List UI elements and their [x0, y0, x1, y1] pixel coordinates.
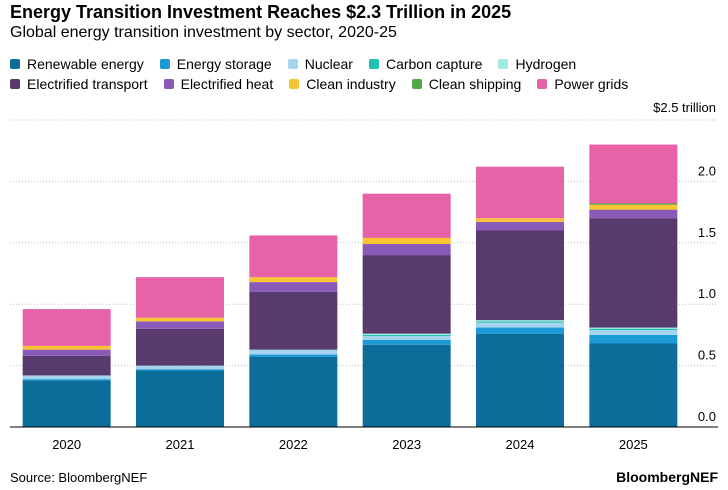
legend-item-carbon-capture: Carbon capture — [368, 55, 483, 73]
bar-segment-energy-storage — [476, 327, 564, 334]
bar-segment-electrified-transport — [362, 255, 451, 334]
bar-segment-electrified-heat — [136, 321, 224, 329]
bar-segment-renewable-energy — [136, 370, 224, 427]
brand-logo: BloombergNEF — [616, 469, 718, 485]
legend-row: Electrified transport Electrified heat Cle… — [10, 75, 720, 93]
x-tick-label: 2021 — [166, 437, 195, 452]
bar-segment-hydrogen — [362, 333, 451, 335]
legend-swatch — [537, 79, 548, 89]
legend-item-clean-shipping: Clean shipping — [411, 75, 522, 93]
legend-label: Clean shipping — [428, 76, 522, 92]
bar-segment-carbon-capture — [589, 328, 678, 330]
bar-segment-energy-storage — [362, 339, 451, 345]
legend-label: Electrified heat — [180, 76, 274, 92]
legend-item-energy-storage: Energy storage — [159, 55, 272, 73]
bar-segment-electrified-transport — [249, 291, 338, 350]
bar-segment-nuclear — [249, 349, 338, 355]
bar-segment-nuclear — [476, 322, 564, 328]
bar-segment-nuclear — [136, 365, 224, 370]
bar-segment-renewable-energy — [362, 344, 451, 427]
legend-label: Carbon capture — [385, 56, 483, 72]
source-note: Source: BloombergNEF — [10, 470, 148, 485]
legend-item-hydrogen: Hydrogen — [498, 55, 576, 73]
chart-subtitle: Global energy transition investment by s… — [10, 24, 397, 41]
bar-segment-nuclear — [589, 329, 678, 335]
bar-segment-clean-industry — [476, 218, 564, 222]
bar-segment-carbon-capture — [476, 321, 564, 323]
y-tick-label: 1.0 — [698, 286, 716, 301]
legend-label: Renewable energy — [27, 56, 144, 72]
bar-segment-clean-industry — [136, 317, 224, 322]
bar-segment-electrified-transport — [476, 230, 564, 321]
bar-segment-clean-industry — [589, 204, 678, 210]
bar-segment-clean-shipping — [589, 203, 678, 205]
bar-segment-electrified-heat — [22, 349, 111, 356]
bar-segment-electrified-heat — [249, 282, 338, 292]
bar-segment-electrified-heat — [589, 209, 678, 219]
bar-segment-power-grids — [136, 277, 224, 318]
x-tick-label: 2024 — [506, 437, 535, 452]
y-tick-label: 2.0 — [698, 163, 716, 178]
bar-segment-renewable-energy — [589, 343, 678, 427]
bar-segment-power-grids — [589, 144, 678, 204]
legend-label: Hydrogen — [515, 56, 577, 72]
bar-segment-hydrogen — [589, 327, 678, 329]
bar-segment-electrified-transport — [589, 218, 678, 328]
legend-label: Power grids — [554, 76, 629, 92]
y-axis-unit-label: $2.5 trillion — [653, 100, 716, 115]
stacked-bar-chart: 0.0 0.5 1.0 1.5 2.0 $2.5 trillion 2020 2021 2022… — [10, 100, 718, 452]
legend-label: Nuclear — [304, 56, 353, 72]
bar-segment-nuclear — [22, 375, 111, 380]
legend-label: Electrified transport — [27, 76, 148, 92]
legend: Renewable energy Energy storage Nuclear Car… — [10, 55, 720, 95]
legend-item-nuclear: Nuclear — [287, 55, 353, 73]
y-tick-label: 0.0 — [698, 409, 716, 424]
legend-swatch — [287, 59, 298, 69]
legend-item-clean-industry: Clean industry — [289, 75, 396, 93]
bar-segment-electrified-heat — [362, 244, 451, 256]
bar-segment-clean-industry — [249, 277, 338, 283]
bar-segment-energy-storage — [589, 334, 678, 344]
legend-swatch — [411, 79, 422, 89]
bar-segment-power-grids — [22, 309, 111, 346]
legend-label: Energy storage — [176, 56, 272, 72]
legend-row: Renewable energy Energy storage Nuclear Car… — [10, 55, 720, 73]
x-tick-label: 2020 — [52, 437, 81, 452]
bar-segment-energy-storage — [249, 354, 338, 358]
x-tick-label: 2025 — [619, 437, 648, 452]
legend-swatch — [10, 79, 20, 89]
bar-segment-electrified-transport — [136, 328, 224, 366]
bar-segment-hydrogen — [476, 320, 564, 322]
legend-swatch — [10, 59, 20, 69]
bar-segment-electrified-transport — [22, 355, 111, 376]
bar-segment-energy-storage — [136, 369, 224, 371]
y-tick-label: 1.5 — [698, 225, 716, 240]
legend-item-electrified-transport: Electrified transport — [10, 75, 148, 93]
legend-item-renewable-energy: Renewable energy — [10, 55, 144, 73]
legend-swatch — [368, 59, 379, 69]
bar-segment-nuclear — [362, 336, 451, 340]
bar-segment-carbon-capture — [362, 334, 451, 337]
bar-segment-power-grids — [362, 193, 451, 238]
bar-segment-power-grids — [476, 166, 564, 219]
bar-segment-renewable-energy — [476, 333, 564, 427]
bar-segment-renewable-energy — [22, 380, 111, 427]
bar-segment-renewable-energy — [249, 357, 338, 427]
legend-swatch — [159, 59, 170, 69]
legend-item-electrified-heat: Electrified heat — [163, 75, 274, 93]
legend-label: Clean industry — [306, 76, 396, 92]
bar-segment-clean-industry — [22, 345, 111, 350]
legend-item-power-grids: Power grids — [537, 75, 628, 93]
legend-swatch — [289, 79, 300, 89]
bar-segment-clean-industry — [362, 237, 451, 245]
bar-segment-power-grids — [249, 235, 338, 278]
legend-swatch — [498, 59, 509, 69]
bar-segment-electrified-heat — [476, 221, 564, 231]
legend-swatch — [163, 79, 174, 89]
chart-title: Energy Transition Investment Reaches $2.… — [10, 2, 512, 22]
x-tick-label: 2023 — [392, 437, 421, 452]
y-tick-label: 0.5 — [698, 348, 716, 363]
bar-segment-energy-storage — [22, 379, 111, 381]
x-tick-label: 2022 — [279, 437, 308, 452]
